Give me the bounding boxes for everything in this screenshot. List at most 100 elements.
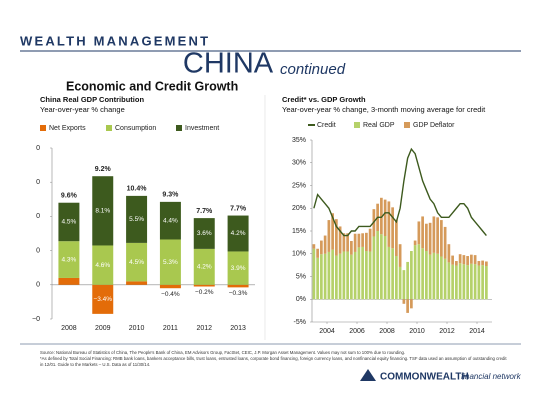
total-label: 10.4% <box>127 186 148 193</box>
x-tick-label: 2013 <box>230 325 246 332</box>
bar-segment <box>421 248 424 300</box>
value-label: 4.5% <box>129 259 144 266</box>
value-label: −3.4% <box>93 296 112 303</box>
bar-segment <box>470 263 473 300</box>
value-label: 4.2% <box>197 264 212 271</box>
bar-segment <box>126 242 148 282</box>
bar-segment <box>361 246 364 300</box>
bar-segment <box>387 246 391 300</box>
x-tick-label: 2004 <box>319 328 335 335</box>
bar-segment <box>462 255 466 265</box>
bar-segment <box>391 248 394 300</box>
bar-segment <box>436 217 439 254</box>
bar-segment <box>312 244 316 249</box>
legend-swatch <box>354 122 360 128</box>
legend-label: Investment <box>185 125 219 132</box>
source-note: Source: National Bureau of Statistics of… <box>40 350 406 355</box>
bar-segment <box>451 255 454 265</box>
logo-text: COMMONWEALTH <box>380 372 469 383</box>
bar-segment <box>455 265 458 300</box>
brand: WEALTH MANAGEMENT <box>20 33 210 48</box>
bar-segment <box>387 201 391 247</box>
legend-label: Net Exports <box>49 125 86 132</box>
bar-segment <box>357 233 361 248</box>
bar-segment <box>481 265 484 300</box>
x-tick-label: 2009 <box>95 325 111 332</box>
bar-segment <box>473 255 477 265</box>
bar-segment <box>436 253 439 300</box>
legend-swatch <box>106 125 112 131</box>
bar-segment <box>473 264 477 300</box>
bar-segment <box>432 216 436 253</box>
value-label: −0.3% <box>229 290 248 297</box>
value-label: 5.5% <box>129 216 144 223</box>
bar-segment <box>350 241 353 255</box>
bar-segment <box>346 233 349 252</box>
value-label: 4.5% <box>62 219 77 226</box>
y-tick-label: -5% <box>294 319 306 326</box>
bar-segment <box>126 281 148 285</box>
bar-segment <box>383 236 387 300</box>
bar-segment <box>485 266 488 300</box>
x-tick-label: 2008 <box>379 328 395 335</box>
x-tick-label: 2011 <box>163 325 178 332</box>
bar-segment <box>391 207 394 249</box>
value-label: 5.3% <box>163 259 178 266</box>
legend-label: Credit <box>317 122 336 129</box>
bar-segment <box>227 215 249 252</box>
bar-segment <box>193 284 215 287</box>
bar-segment <box>398 266 402 300</box>
chart-subtitle: Year-over-year % change, 3-month moving … <box>282 105 486 114</box>
value-label: 4.3% <box>62 256 77 263</box>
bar-segment <box>193 248 215 285</box>
legend-label: Consumption <box>115 125 156 132</box>
y-tick-label: 25% <box>292 182 306 189</box>
bar-segment <box>368 228 372 252</box>
y-tick-label: 30% <box>292 160 306 167</box>
bar-segment <box>410 251 413 300</box>
x-tick-label: 2012 <box>196 325 212 332</box>
bar-segment <box>335 219 338 256</box>
bar-segment <box>477 261 481 266</box>
bar-segment <box>428 222 432 255</box>
y-tick-label: 35% <box>292 137 306 144</box>
bar-segment <box>410 299 413 309</box>
x-tick-label: 2010 <box>409 328 425 335</box>
section-title: Economic and Credit Growth <box>66 79 238 93</box>
value-label: 4.2% <box>231 230 246 237</box>
bar-segment <box>406 299 409 313</box>
bar-segment <box>327 220 331 252</box>
bar-segment <box>443 226 447 259</box>
bar-segment <box>425 251 428 300</box>
y-tick-label: −0 <box>32 316 40 323</box>
bar-segment <box>421 216 424 249</box>
y-tick-label: 0 <box>36 213 40 220</box>
y-tick-label: 0% <box>296 296 306 303</box>
bar-segment <box>58 277 80 285</box>
page-title: CHINA <box>183 48 274 80</box>
bar-segment <box>440 256 443 300</box>
bar-segment <box>350 254 353 300</box>
bar-segment <box>365 251 368 300</box>
chart-title: Credit* vs. GDP Growth <box>282 95 366 104</box>
bar-segment <box>380 234 383 300</box>
bar-segment <box>353 233 357 252</box>
bar-segment <box>368 251 372 300</box>
logo-mark <box>360 369 376 381</box>
total-label: 9.2% <box>95 166 112 173</box>
bar-segment <box>425 223 428 252</box>
y-tick-label: 0 <box>36 282 40 289</box>
bar-segment <box>335 255 338 300</box>
bar-segment <box>316 257 319 300</box>
bar-segment <box>320 240 323 255</box>
value-label: 3.9% <box>231 265 246 272</box>
x-tick-label: 2010 <box>129 325 145 332</box>
bar-segment <box>331 249 334 300</box>
bar-segment <box>428 254 432 300</box>
bar-segment <box>380 197 383 235</box>
bar-segment <box>417 244 421 300</box>
bar-segment <box>361 233 364 247</box>
x-tick-label: 2012 <box>439 328 455 335</box>
legend-swatch <box>404 122 410 128</box>
